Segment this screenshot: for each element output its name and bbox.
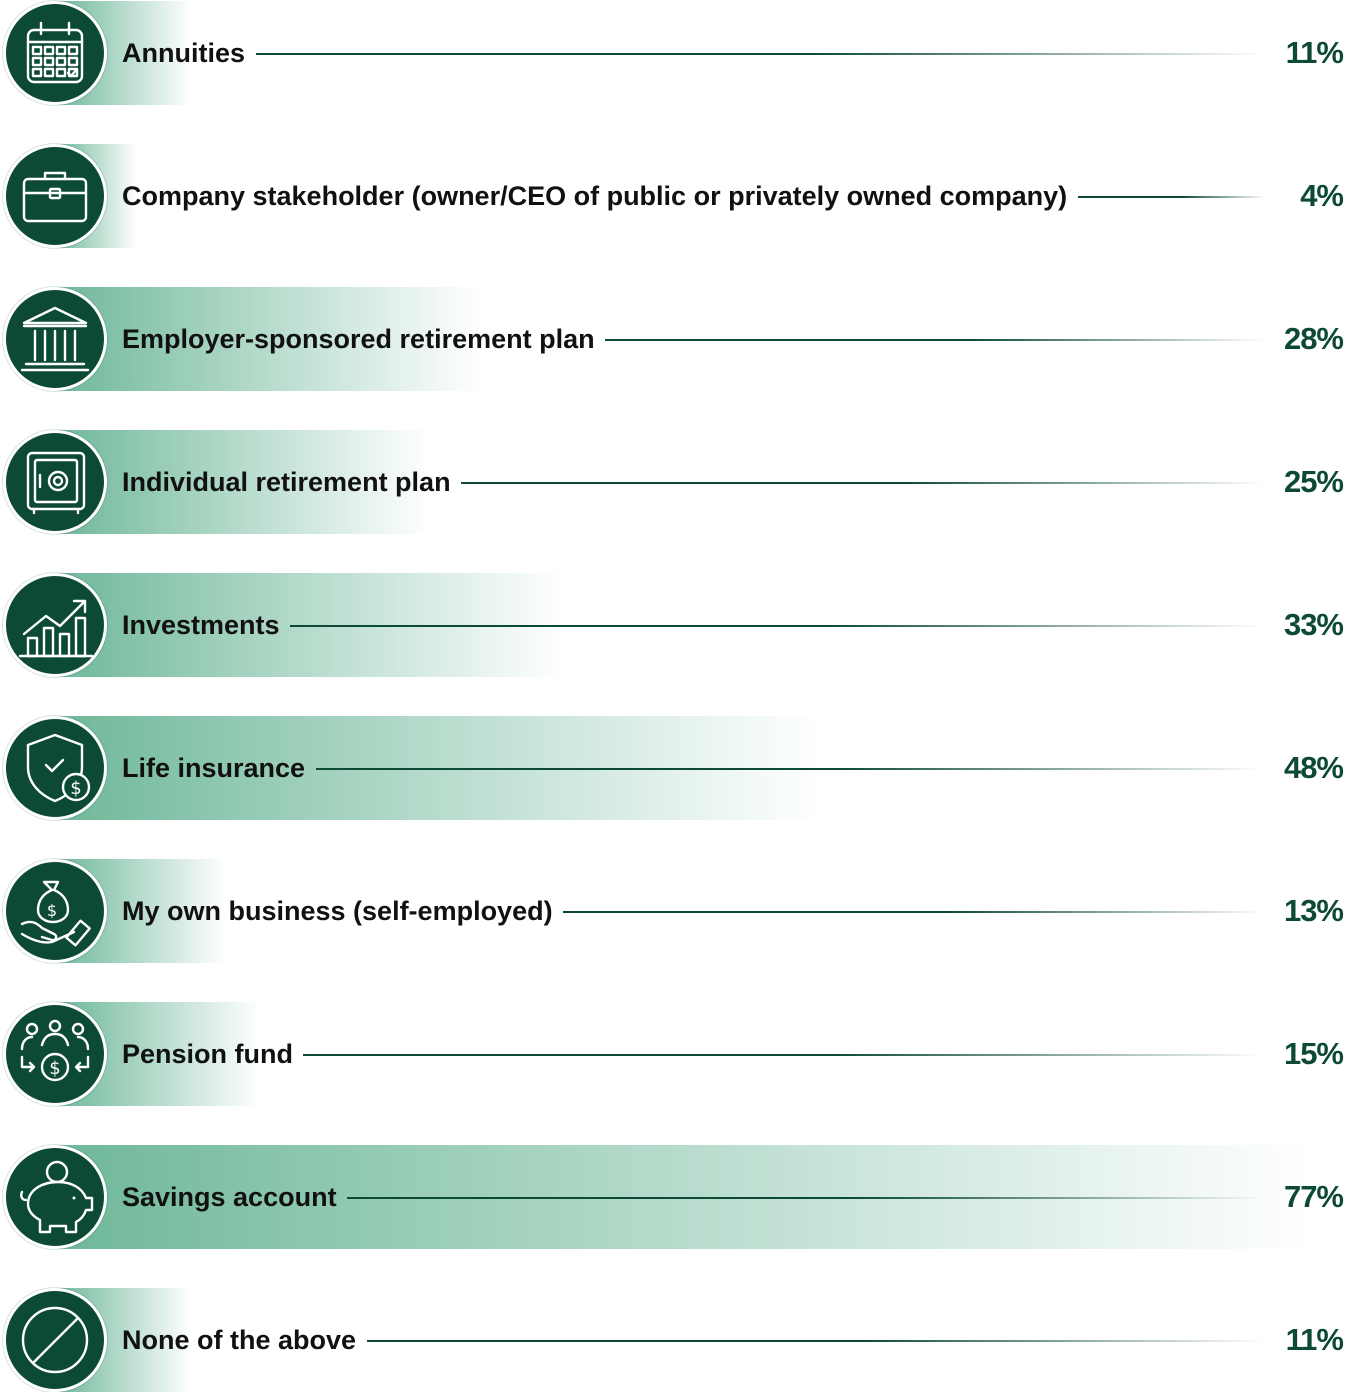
bar-value-label: 77% [1283, 1179, 1344, 1214]
growth-chart-icon [3, 573, 107, 677]
leader-line [316, 768, 1265, 770]
leader-line [605, 339, 1265, 341]
bar-label: Investments [122, 610, 280, 640]
bar-value-label: 15% [1283, 1036, 1344, 1071]
bar-row: Employer-sponsored retirement plan 28% [0, 287, 1361, 391]
shield-money-icon: $ [3, 716, 107, 820]
bank-building-icon [3, 287, 107, 391]
bar [56, 287, 481, 391]
svg-text:$: $ [49, 1058, 60, 1079]
bar-row: My own business (self-employed) 13% $ [0, 859, 1361, 963]
people-money-icon: $ [3, 1002, 107, 1106]
bar-label: Employer-sponsored retirement plan [122, 324, 595, 354]
bar-label: Life insurance [122, 753, 306, 783]
bar-label: Company stakeholder (owner/CEO of public… [122, 181, 1068, 211]
bar-row: Investments 33% [0, 573, 1361, 677]
leader-line [290, 625, 1265, 627]
bar-value-label: 48% [1283, 750, 1344, 785]
leader-line [461, 482, 1265, 484]
bar [56, 430, 430, 534]
bar-value-label: 11% [1285, 1322, 1344, 1357]
piggy-bank-icon [3, 1145, 107, 1249]
bar-value-label: 4% [1300, 178, 1344, 213]
svg-text:$: $ [47, 901, 57, 920]
bar-row: Life insurance 48% $ [0, 716, 1361, 820]
bar-row: Pension fund 15% $ [0, 1002, 1361, 1106]
prohibited-icon [3, 1288, 107, 1392]
bar-value-label: 33% [1283, 607, 1344, 642]
bar-label: Savings account [122, 1182, 337, 1212]
bar-row: Savings account 77% [0, 1145, 1361, 1249]
leader-line [256, 53, 1265, 55]
bar-value-label: 13% [1283, 893, 1344, 928]
briefcase-icon [3, 144, 107, 248]
bar-row: Annuities 11% [0, 1, 1361, 105]
safe-icon [3, 430, 107, 534]
bar-row: Company stakeholder (owner/CEO of public… [0, 144, 1361, 248]
bar-row: Individual retirement plan 25% [0, 430, 1361, 534]
leader-line [367, 1340, 1265, 1342]
bar-value-label: 11% [1285, 35, 1344, 70]
bar-row: None of the above 11% [0, 1288, 1361, 1392]
bar-label: My own business (self-employed) [122, 896, 553, 926]
calendar-icon [3, 1, 107, 105]
svg-text:$: $ [70, 778, 81, 799]
bar-label: Annuities [122, 38, 246, 68]
bar-label: Individual retirement plan [122, 467, 451, 497]
hand-money-bag-icon: $ [3, 859, 107, 963]
leader-line [347, 1197, 1265, 1199]
bar-value-label: 25% [1283, 464, 1344, 499]
bar-label: None of the above [122, 1325, 357, 1355]
bar-label: Pension fund [122, 1039, 293, 1069]
leader-line [303, 1054, 1265, 1056]
leader-line [1078, 196, 1265, 198]
leader-line [563, 911, 1265, 913]
bar-value-label: 28% [1283, 321, 1344, 356]
